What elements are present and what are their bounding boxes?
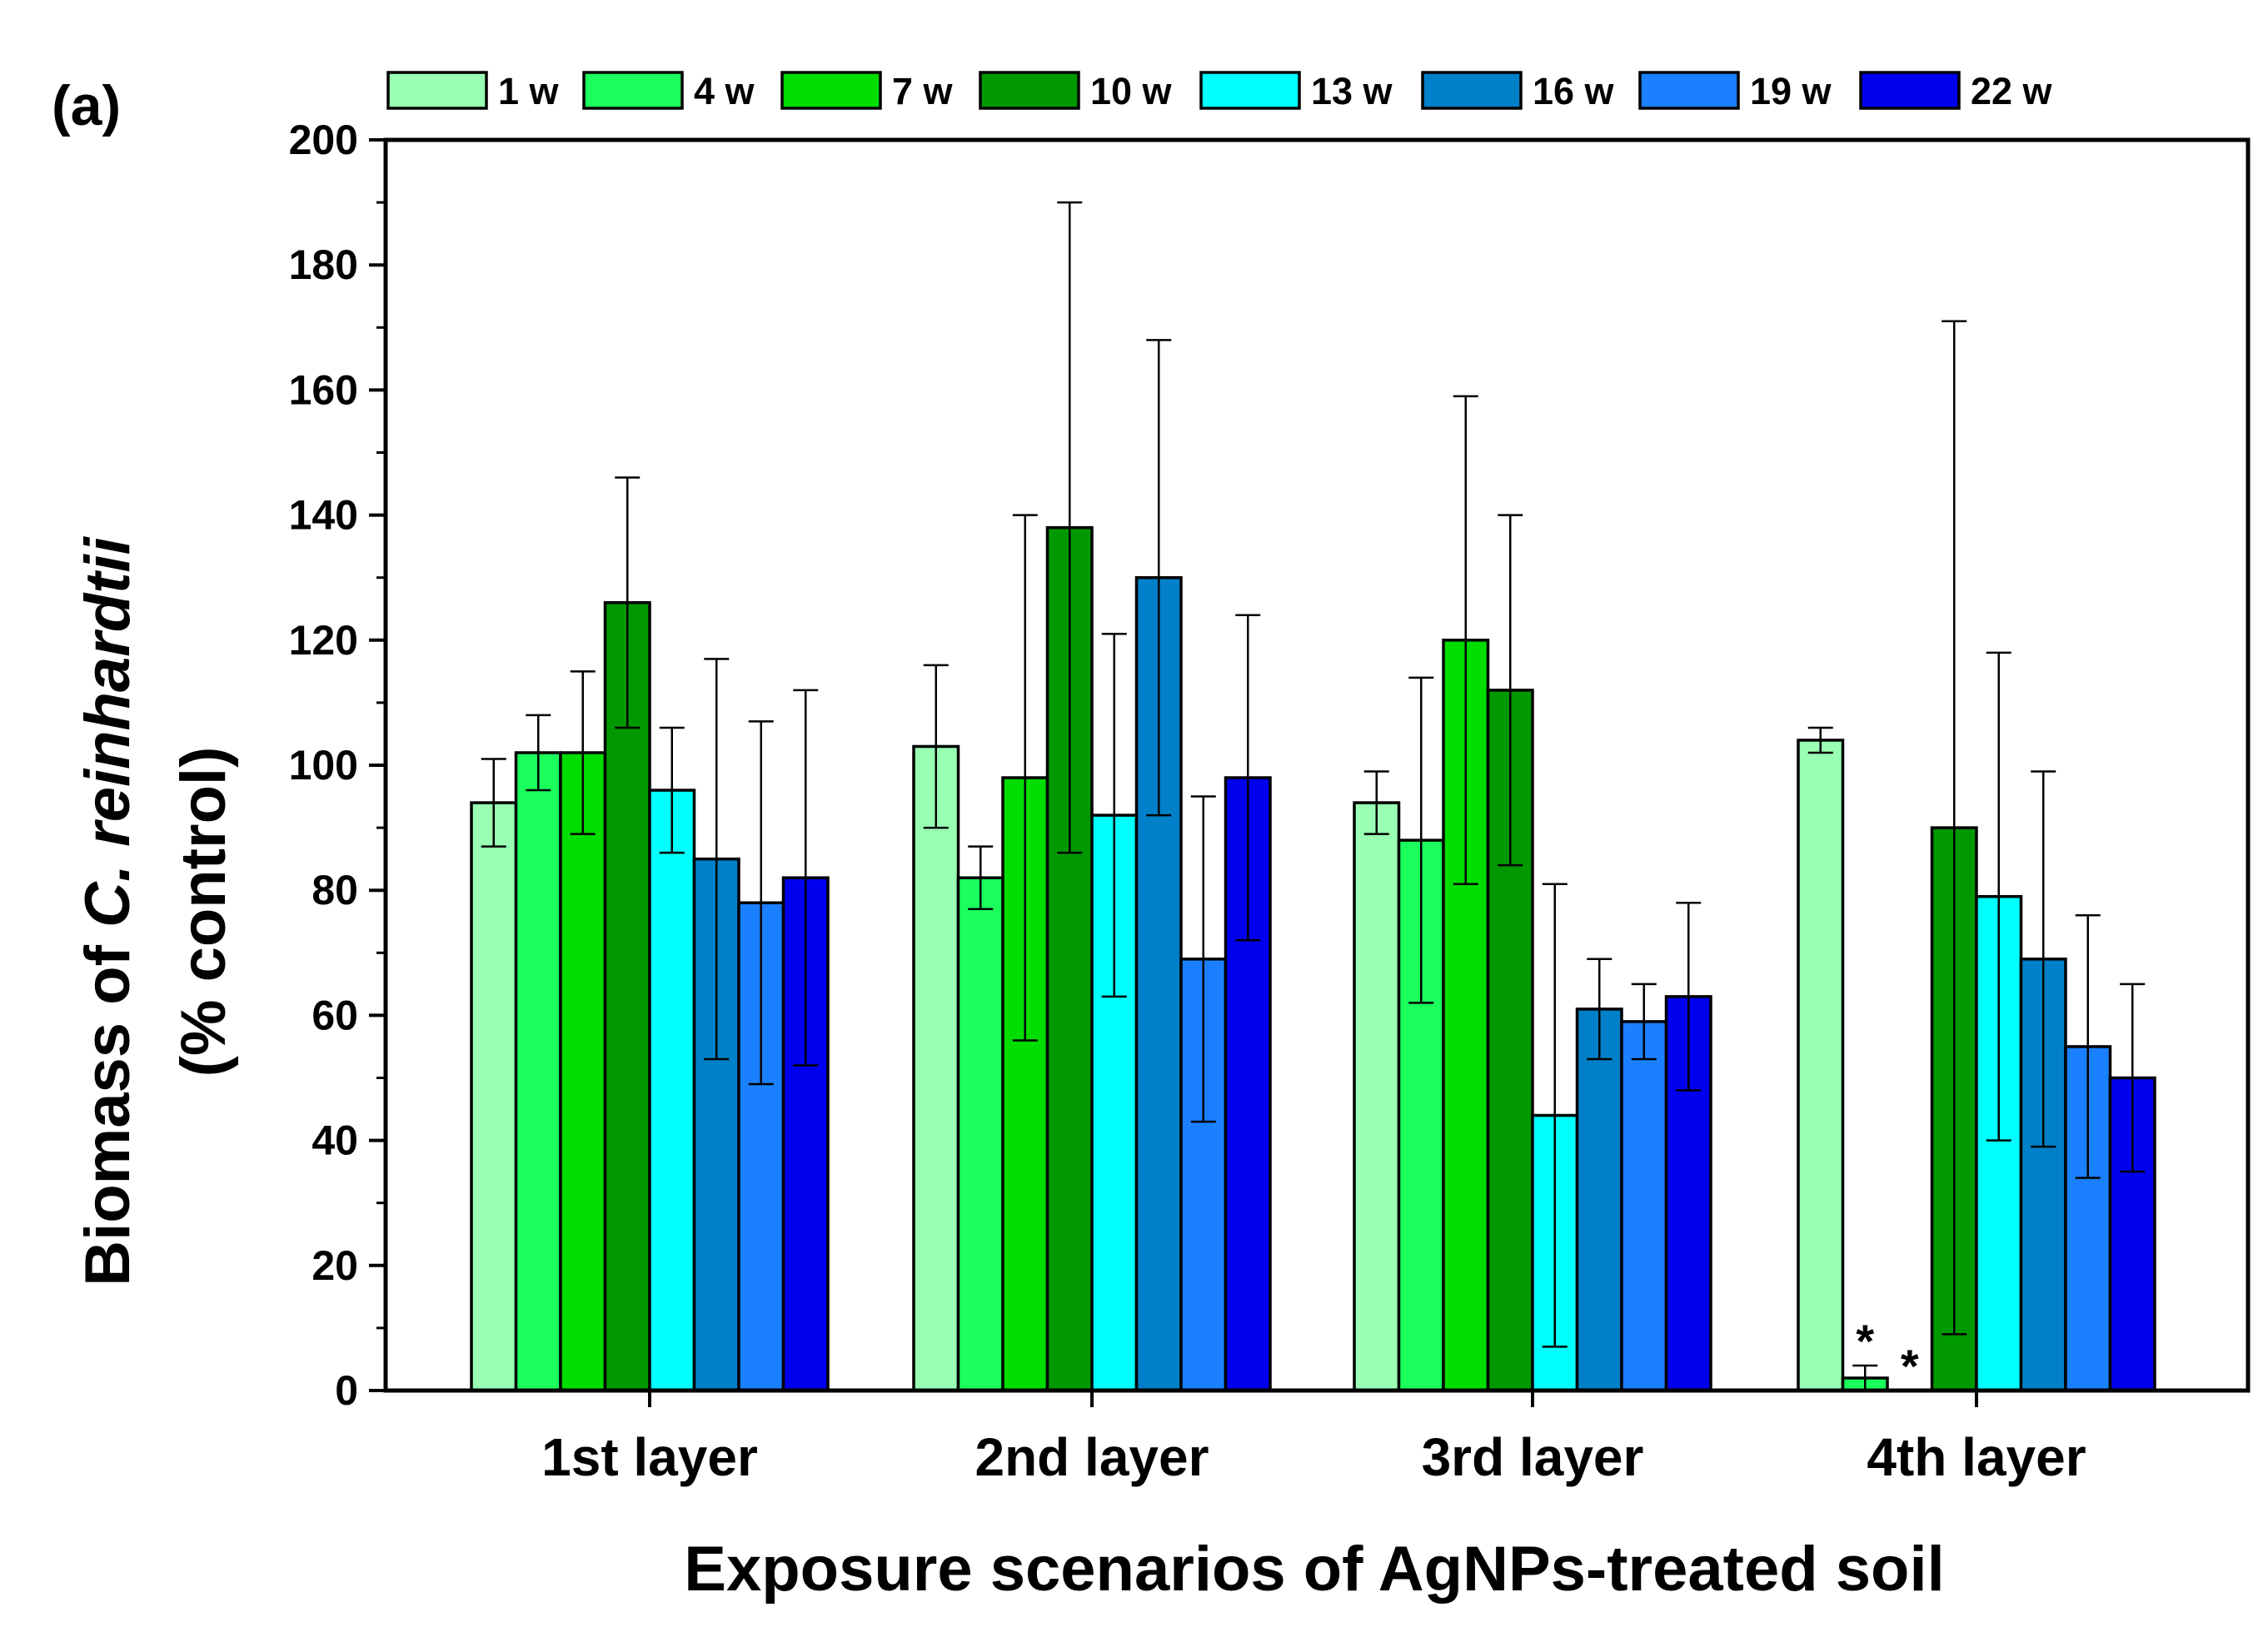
legend-swatch <box>1421 71 1523 110</box>
legend-label: 7 w <box>892 70 954 112</box>
error-bars-group <box>481 201 2146 1392</box>
legend-swatch <box>386 71 488 110</box>
legend-swatch <box>582 71 684 110</box>
legend-label: 16 w <box>1533 70 1615 112</box>
bar <box>648 789 696 1392</box>
x-tick-label: 3rd layer <box>1422 1427 1644 1487</box>
legend-swatch <box>979 71 1080 110</box>
y-tick-label: 0 <box>335 1367 358 1414</box>
bar <box>956 876 1004 1392</box>
bars-group <box>470 525 2156 1392</box>
legend-label: 13 w <box>1311 70 1393 112</box>
significance-asterisk: * <box>1901 1340 1919 1392</box>
x-tick-label: 2nd layer <box>974 1427 1209 1487</box>
panel-label: (a) <box>52 74 121 137</box>
bar <box>1797 739 1845 1392</box>
legend-swatch <box>1638 71 1740 110</box>
y-tick-label: 160 <box>289 366 358 413</box>
legend-label: 4 w <box>694 70 755 112</box>
bar <box>1620 1020 1668 1392</box>
bar <box>1575 1008 1623 1392</box>
legend: 1 w 4 w 7 w 10 w 13 w 16 w 19 w 22 w <box>386 70 2053 112</box>
plot-frame <box>383 137 2251 1393</box>
x-axis-title: Exposure scenarios of AgNPs-treated soil <box>684 1534 1944 1605</box>
significance-asterisk: * <box>1856 1315 1874 1367</box>
y-axis-tick-labels: 0 20 40 60 80 100 120 140 160 180 200 <box>289 117 358 1414</box>
y-tick-label: 100 <box>289 742 358 789</box>
legend-item: 10 w <box>979 70 1173 112</box>
legend-item: 13 w <box>1199 70 1393 112</box>
legend-item: 19 w <box>1638 70 1832 112</box>
y-tick-label: 80 <box>312 867 358 913</box>
bar <box>470 801 518 1392</box>
y-tick-label: 120 <box>289 617 358 664</box>
legend-swatch <box>780 71 882 110</box>
y-tick-label: 40 <box>312 1117 358 1164</box>
legend-item: 22 w <box>1859 70 2053 112</box>
y-axis-title-species: C. reinhardtii <box>72 535 143 928</box>
legend-item: 1 w <box>386 70 560 112</box>
y-axis-title-line2: (% control) <box>168 747 239 1077</box>
x-axis-tick-labels: 1st layer 2nd layer 3rd layer 4th layer <box>541 1427 2086 1487</box>
legend-swatch <box>1199 71 1301 110</box>
y-tick-label: 20 <box>312 1242 358 1289</box>
legend-item: 7 w <box>780 70 954 112</box>
y-axis-title: Biomass of C. reinhardtii <box>72 535 143 1286</box>
legend-label: 1 w <box>498 70 560 112</box>
x-tick-label: 1st layer <box>541 1427 758 1487</box>
x-tick-label: 4th layer <box>1867 1427 2086 1487</box>
bar <box>1353 801 1401 1392</box>
legend-label: 22 w <box>1971 70 2053 112</box>
legend-label: 19 w <box>1750 70 1832 112</box>
y-tick-label: 140 <box>289 492 358 539</box>
y-axis-title-prefix: Biomass of <box>72 928 143 1286</box>
bar <box>514 751 562 1392</box>
bar <box>559 751 607 1392</box>
legend-item: 16 w <box>1421 70 1615 112</box>
legend-swatch <box>1859 71 1961 110</box>
legend-item: 4 w <box>582 70 755 112</box>
y-tick-label: 60 <box>312 992 358 1038</box>
y-tick-label: 180 <box>289 241 358 288</box>
bar <box>912 744 960 1392</box>
y-tick-label: 200 <box>289 117 358 163</box>
legend-label: 10 w <box>1090 70 1173 112</box>
annotations-group: * * <box>1856 1315 1919 1392</box>
